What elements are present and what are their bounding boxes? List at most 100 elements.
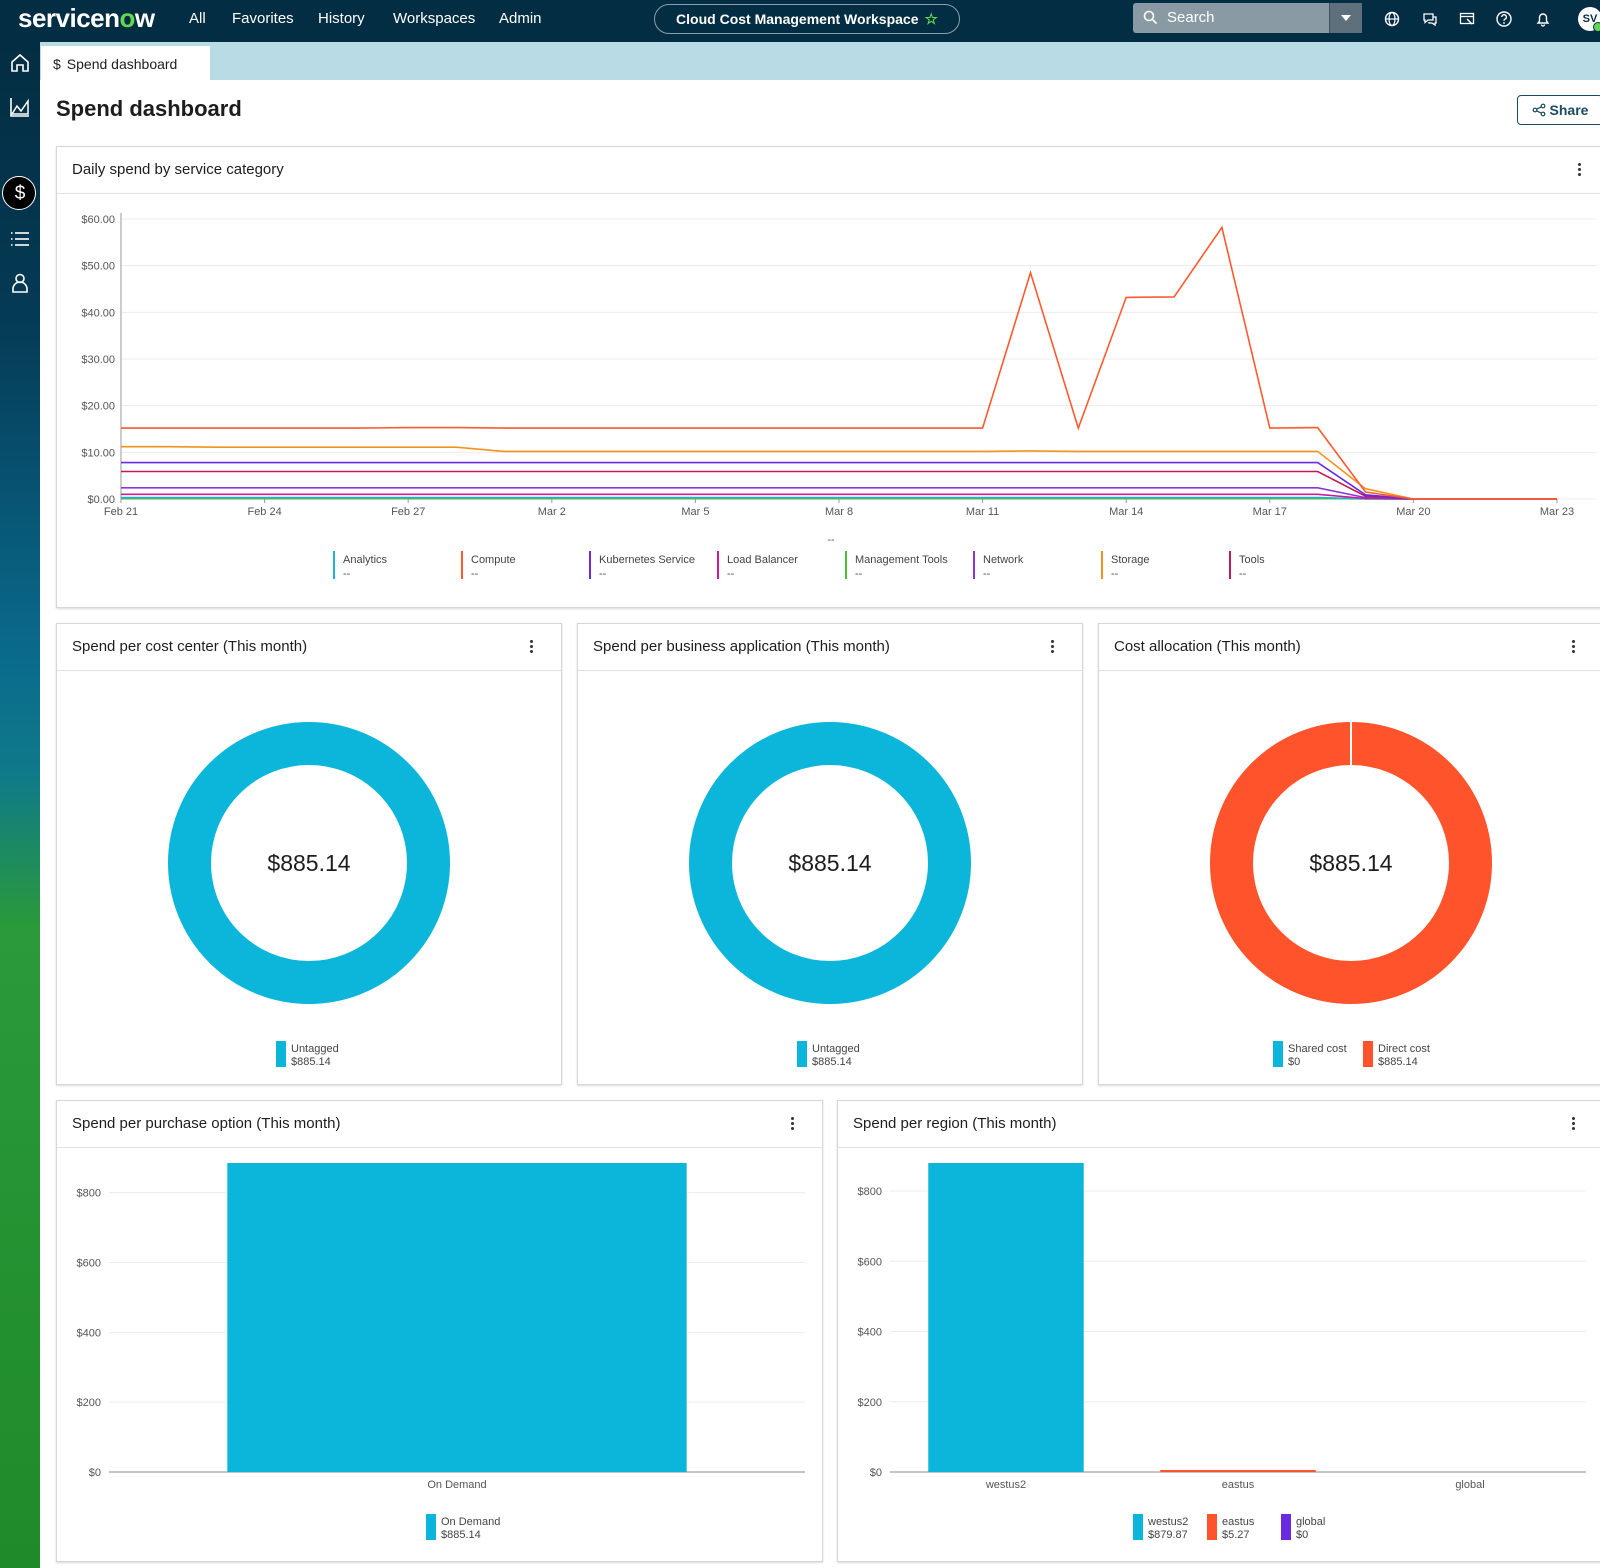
chat-icon[interactable] — [1420, 9, 1440, 29]
tab-spend-dashboard[interactable]: $ Spend dashboard — [41, 46, 210, 80]
globe-icon[interactable] — [1382, 9, 1402, 29]
user-avatar[interactable]: SV — [1578, 7, 1600, 32]
legend-label: Untagged — [812, 1043, 860, 1055]
legend-label: Storage — [1111, 554, 1150, 566]
workspace-title-pill[interactable]: Cloud Cost Management Workspace ☆ — [654, 4, 960, 34]
legend-label: On Demand — [441, 1516, 500, 1528]
y-tick-label: $0.00 — [87, 494, 115, 506]
legend-value: $0 — [1288, 1056, 1300, 1068]
bell-icon[interactable] — [1533, 9, 1553, 29]
y-tick-label: $0 — [870, 1467, 882, 1479]
svg-text:$: $ — [15, 183, 26, 204]
user-icon[interactable] — [7, 270, 33, 296]
dollar-icon[interactable]: $ — [7, 180, 33, 206]
more-options-icon[interactable] — [1571, 162, 1587, 178]
x-tick-label: Mar 8 — [825, 506, 853, 518]
x-tick-label: Mar 2 — [538, 506, 566, 518]
more-options-icon[interactable] — [1044, 639, 1060, 655]
y-tick-label: $800 — [858, 1186, 882, 1198]
global-search[interactable]: Search — [1133, 3, 1362, 33]
legend-value: $885.14 — [441, 1529, 481, 1541]
star-icon[interactable]: ☆ — [924, 11, 938, 28]
more-options-icon[interactable] — [523, 639, 539, 655]
help-icon[interactable] — [1494, 9, 1514, 29]
search-scope-dropdown[interactable] — [1329, 3, 1362, 33]
legend-value: -- — [1111, 568, 1119, 580]
legend-label: Management Tools — [855, 554, 948, 566]
card-title: Spend per cost center (This month) — [72, 638, 308, 655]
region-card: Spend per region (This month) $0 $200 $400… — [837, 1100, 1600, 1562]
legend-value: $879.87 — [1148, 1529, 1188, 1541]
search-input[interactable]: Search — [1167, 9, 1215, 26]
legend-swatch — [461, 551, 463, 579]
card-header: Cost allocation (This month) — [1099, 624, 1600, 671]
chart-icon[interactable] — [7, 94, 33, 120]
legend-swatch — [1133, 1514, 1143, 1540]
servicenow-logo[interactable]: servicenow — [18, 3, 155, 33]
x-tick-label: Mar 11 — [966, 506, 999, 518]
search-icon — [1143, 10, 1158, 25]
tab-dollar-icon: $ — [53, 56, 61, 72]
y-tick-label: $600 — [77, 1258, 101, 1270]
daily-spend-card: Daily spend by service category $0.00 $10… — [56, 146, 1600, 608]
legend-swatch — [1281, 1514, 1291, 1540]
card-title: Spend per business application (This mon… — [593, 638, 890, 655]
series-line-kubernetes-service — [121, 461, 1557, 500]
x-tick-label: Mar 5 — [681, 506, 709, 518]
nav-workspaces[interactable]: Workspaces — [393, 10, 476, 27]
legend-swatch — [797, 1041, 807, 1067]
cost-center-card: Spend per cost center (This month) $885.… — [56, 623, 562, 1085]
legend-swatch — [1273, 1041, 1283, 1067]
donut-slice — [689, 722, 971, 1004]
screen-icon[interactable] — [1457, 9, 1477, 29]
card-header: Spend per business application (This mon… — [578, 624, 1082, 671]
legend-label: Shared cost — [1288, 1043, 1347, 1055]
legend-label: Network — [983, 554, 1024, 566]
more-options-icon[interactable] — [784, 1116, 800, 1132]
x-tick-label: Mar 23 — [1540, 506, 1574, 518]
nav-admin[interactable]: Admin — [499, 10, 542, 27]
business-application-card: Spend per business application (This mon… — [577, 623, 1083, 1085]
x-tick-label: westus2 — [985, 1479, 1026, 1491]
share-button[interactable]: Share — [1517, 95, 1600, 125]
nav-history[interactable]: History — [318, 10, 365, 27]
card-title: Spend per purchase option (This month) — [72, 1115, 341, 1132]
list-icon[interactable] — [7, 226, 33, 252]
more-options-icon[interactable] — [1565, 639, 1581, 655]
card-header: Spend per cost center (This month) — [57, 624, 561, 671]
y-tick-label: $800 — [77, 1188, 101, 1200]
x-tick-label: Feb 24 — [247, 506, 281, 518]
home-icon[interactable] — [7, 50, 33, 76]
more-options-icon[interactable] — [1565, 1116, 1581, 1132]
legend-swatch — [589, 551, 591, 579]
legend-label: eastus — [1222, 1516, 1255, 1528]
x-tick-label: Mar 14 — [1109, 506, 1143, 518]
y-tick-label: $30.00 — [81, 354, 115, 366]
x-tick-label: global — [1455, 1479, 1484, 1491]
legend-value: -- — [983, 568, 991, 580]
legend-value: $885.14 — [291, 1056, 331, 1068]
legend-value: $885.14 — [812, 1056, 852, 1068]
donut-center-total: $885.14 — [1309, 850, 1392, 876]
series-line-compute — [121, 225, 1557, 500]
region-bar-chart: $0 $200 $400 $600 $800 westus2 eastus global wes… — [858, 1163, 1586, 1541]
nav-all[interactable]: All — [189, 10, 206, 27]
legend-swatch — [1363, 1041, 1373, 1067]
y-tick-label: $200 — [858, 1397, 882, 1409]
legend-swatch — [973, 551, 975, 579]
legend-label: Direct cost — [1378, 1043, 1430, 1055]
legend-value: -- — [599, 568, 607, 580]
legend-label: Untagged — [291, 1043, 339, 1055]
y-tick-label: $10.00 — [81, 447, 115, 459]
y-tick-label: $400 — [858, 1327, 882, 1339]
legend-swatch — [333, 551, 335, 579]
legend-value: -- — [343, 568, 351, 580]
legend-label: Compute — [471, 554, 516, 566]
legend-value: -- — [1239, 568, 1247, 580]
y-tick-label: $200 — [77, 1397, 101, 1409]
nav-favorites[interactable]: Favorites — [232, 10, 294, 27]
x-tick-label: Mar 20 — [1396, 506, 1430, 518]
legend-swatch — [1229, 551, 1231, 579]
